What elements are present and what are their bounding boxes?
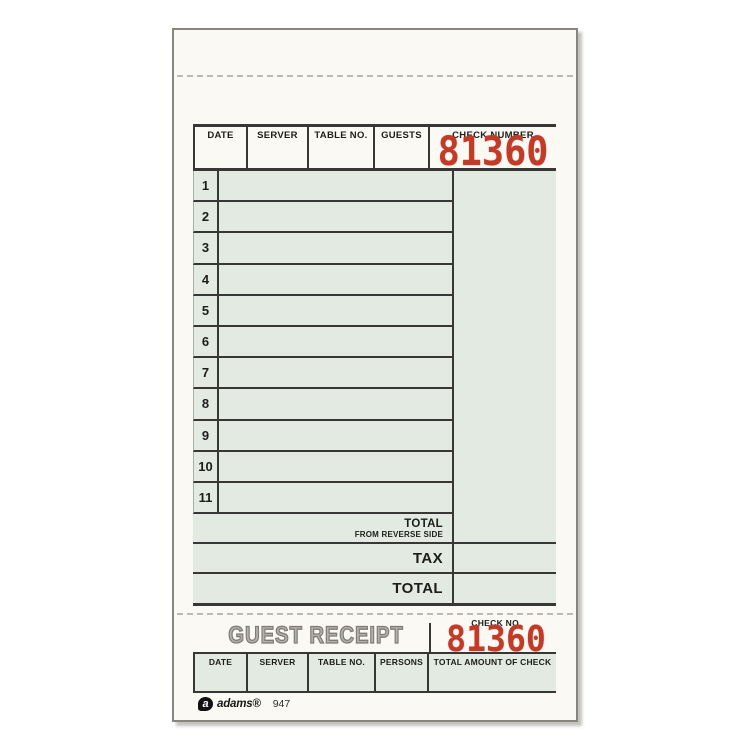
guest-receipt-title: GUEST RECEIPT [228,621,404,649]
total-row: TOTAL [193,574,556,603]
line-item-area [219,327,454,356]
line-item-area [219,421,454,450]
perforation-line-top [177,75,573,77]
order-lines: 1 2 3 4 5 [193,171,454,515]
table-no-label: TABLE NO. [314,130,368,141]
total-amount-cell [452,574,556,603]
order-line-row: 1 [193,171,454,203]
line-number: 4 [194,264,219,294]
stub-server-label: SERVER [259,657,296,667]
perforation-line-bottom [177,613,573,615]
tax-row: TAX [193,544,556,574]
line-number: 1 [194,171,219,201]
line-item-area [219,202,454,231]
line-number: 7 [194,358,219,388]
order-line-row: 6 [193,326,454,359]
order-line-row: 4 [193,264,454,296]
line-item-area [219,389,454,418]
order-line-row: 5 [193,295,454,327]
subtotal-label-cell: TOTAL FROM REVERSE SIDE [193,514,452,542]
stub-total-amount-label: TOTAL AMOUNT OF CHECK [433,657,552,667]
line-item-area [219,265,454,294]
tax-label: TAX [412,550,443,567]
stub-check-no-label: CHECK NO. [471,618,522,628]
subtotal-amount-cell [452,514,556,542]
line-number: 2 [194,202,219,232]
order-line-row: 3 [193,233,454,265]
line-number: 6 [194,326,219,357]
line-item-area [219,233,454,262]
check-number-label: CHECK NUMBER [452,130,534,141]
subtotal-label: TOTAL [404,518,443,530]
check-header-table: DATE SERVER TABLE NO. GUESTS CHECK NUMBE… [193,124,556,175]
guests-label: GUESTS [381,130,422,141]
order-grid: 1 2 3 4 5 [193,168,556,606]
header-cell-check-number: CHECK NUMBER 81360 [428,127,556,175]
price-column [452,171,556,514]
check-number-stamp: 81360 [437,129,549,175]
form-number: 947 [272,698,291,710]
brand-name: adams® [217,698,261,710]
header-cell-table-no: TABLE NO. [307,127,373,168]
adams-logo-icon: a [198,697,213,711]
line-number: 3 [194,233,219,263]
line-number: 8 [194,389,219,419]
stub-cell-persons: PERSONS [374,654,427,691]
line-number: 11 [194,482,219,513]
server-label: SERVER [257,130,298,141]
order-line-row: 7 [193,358,454,390]
line-item-area [219,483,454,512]
stub-check-number-stamp: 81360 [446,619,546,660]
stub-date-label: DATE [208,657,233,667]
tax-amount-cell [452,544,556,572]
line-item-area [219,452,454,481]
header-cell-server: SERVER [246,127,307,168]
stub-persons-label: PERSONS [380,657,423,667]
total-label: TOTAL [392,580,443,597]
order-line-row: 10 [193,451,454,483]
line-number: 10 [194,451,219,481]
date-label: DATE [207,130,234,141]
stub-divider-line [429,623,431,653]
subtotal-sublabel: FROM REVERSE SIDE [354,530,443,539]
stub-cell-date: DATE [193,654,246,691]
stub-cell-server: SERVER [246,654,307,691]
order-line-row: 9 [193,420,454,452]
receipt-stub-table: DATE SERVER TABLE NO. PERSONS TOTAL AMOU… [193,652,556,693]
line-number: 5 [194,295,219,325]
stub-cell-total-amount: TOTAL AMOUNT OF CHECK [427,654,556,691]
line-item-area [219,296,454,325]
order-line-row: 8 [193,389,454,421]
guest-check-pad: DATE SERVER TABLE NO. GUESTS CHECK NUMBE… [172,28,578,722]
line-number: 9 [194,420,219,450]
line-item-area [219,171,454,200]
header-cell-date: DATE [193,127,246,168]
logo-letter: a [202,698,209,710]
header-cell-guests: GUESTS [373,127,428,168]
subtotal-row: TOTAL FROM REVERSE SIDE [193,514,556,544]
stub-cell-table-no: TABLE NO. [307,654,374,691]
stub-table-no-label: TABLE NO. [318,657,365,667]
order-line-row: 11 [193,482,454,515]
order-line-row: 2 [193,202,454,234]
totals-section: TOTAL FROM REVERSE SIDE TAX TOTAL [193,514,556,603]
brand-row: a adams® 947 [198,697,290,711]
line-item-area [219,358,454,387]
